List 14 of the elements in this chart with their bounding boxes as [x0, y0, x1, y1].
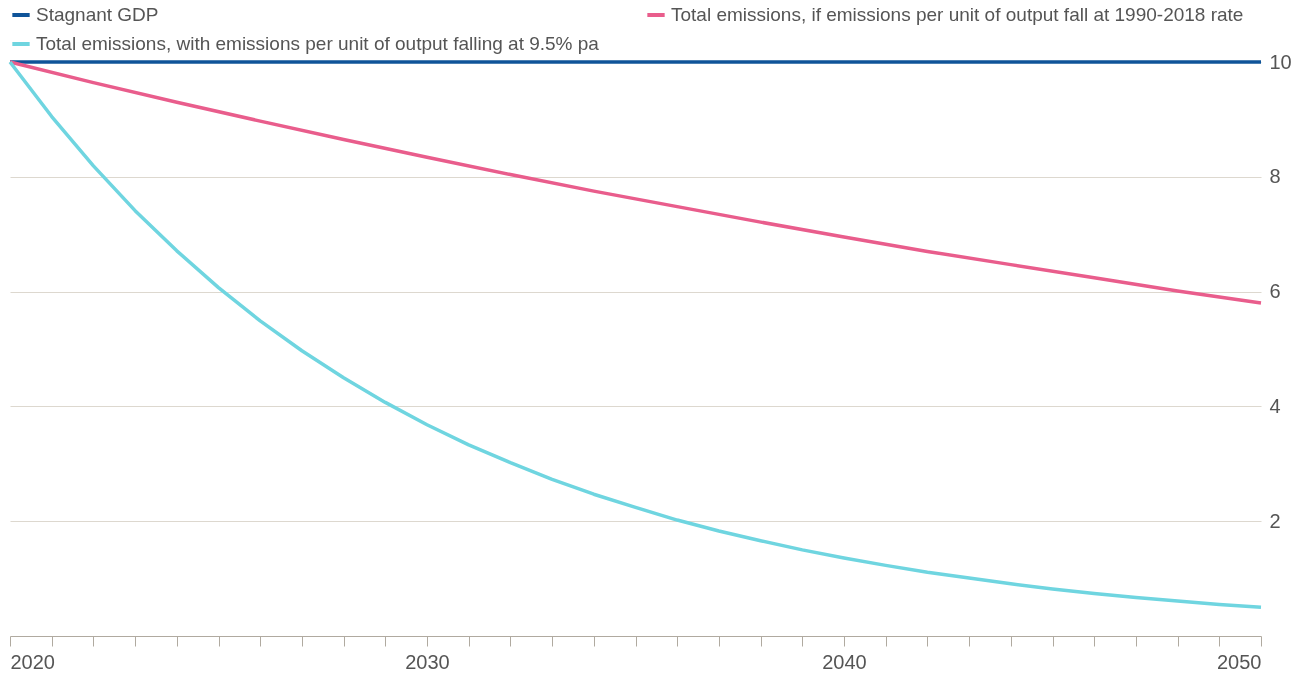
- x-tick-label: 2050: [1217, 650, 1262, 673]
- legend-label: Total emissions, if emissions per unit of output fall at 1990-2018 rate: [671, 4, 1244, 25]
- x-tick-label: 2030: [405, 650, 450, 673]
- line-series: [8, 60, 1263, 610]
- x-tick-label: 2040: [822, 650, 867, 673]
- line-series: [8, 60, 1263, 305]
- y-tick-label: 8: [1269, 165, 1281, 188]
- y-tick-label: 10: [1269, 50, 1292, 73]
- legend-label: Total emissions, with emissions per unit of output falling at 9.5% pa: [36, 33, 600, 54]
- y-tick-label: 2: [1269, 509, 1281, 532]
- x-tick-label: 2020: [10, 650, 55, 673]
- legend-label: Stagnant GDP: [36, 4, 159, 25]
- y-tick-label: 6: [1269, 280, 1281, 303]
- y-tick-label: 4: [1269, 394, 1281, 417]
